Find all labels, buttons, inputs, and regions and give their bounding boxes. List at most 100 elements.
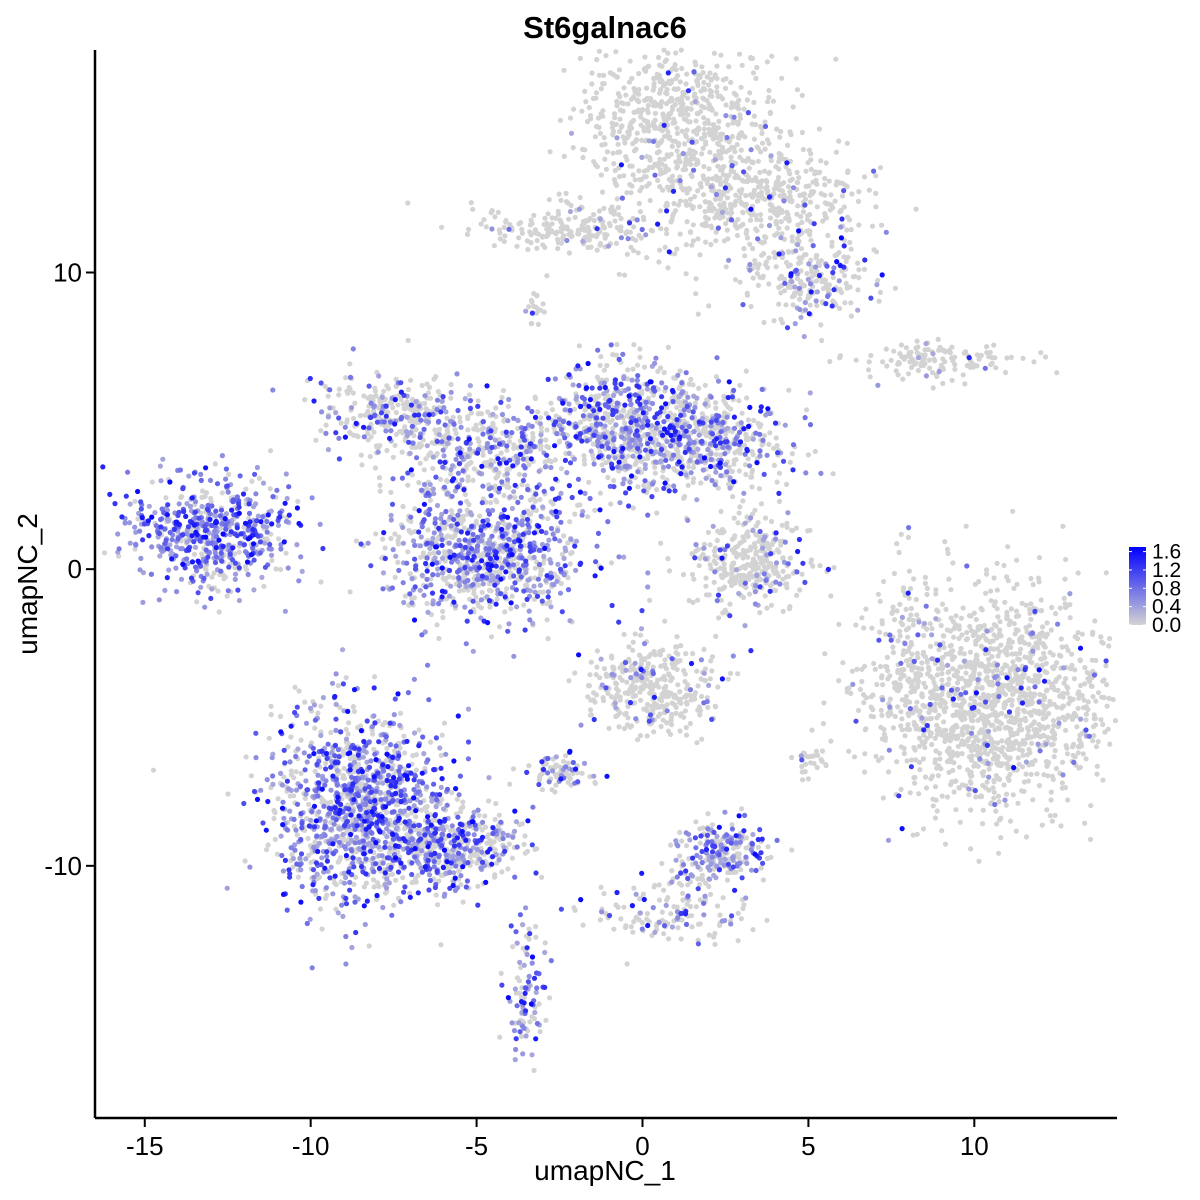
cell-point bbox=[736, 195, 743, 201]
cell-point bbox=[879, 712, 885, 718]
cell-point bbox=[766, 255, 772, 261]
cell-point bbox=[654, 487, 660, 493]
cell-point bbox=[416, 480, 422, 486]
cell-point bbox=[1007, 667, 1013, 673]
cell-point bbox=[502, 233, 508, 239]
cell-point bbox=[848, 246, 854, 252]
cell-point bbox=[1032, 673, 1038, 679]
cell-point bbox=[822, 200, 828, 206]
cell-point bbox=[1058, 823, 1064, 829]
cell-point bbox=[859, 678, 865, 685]
cell-point bbox=[440, 614, 446, 621]
cell-point bbox=[823, 215, 830, 221]
cell-point bbox=[980, 782, 986, 789]
cell-point bbox=[787, 604, 793, 610]
cell-point bbox=[749, 484, 755, 490]
cell-point bbox=[972, 698, 978, 705]
cell-point bbox=[603, 166, 610, 172]
cell-point bbox=[872, 666, 878, 672]
cell-point bbox=[1008, 354, 1014, 360]
cell-point bbox=[451, 575, 457, 581]
cell-point bbox=[989, 712, 995, 718]
cell-point bbox=[732, 149, 738, 155]
cell-point bbox=[970, 675, 976, 681]
cell-point bbox=[701, 192, 707, 198]
cell-point bbox=[555, 245, 561, 252]
cell-point bbox=[913, 206, 919, 212]
cell-point bbox=[796, 175, 802, 181]
cell-point bbox=[940, 664, 946, 670]
cell-point bbox=[910, 622, 917, 628]
cell-point bbox=[405, 337, 411, 344]
cell-point bbox=[659, 161, 665, 167]
cell-point bbox=[475, 398, 481, 404]
cell-point bbox=[532, 396, 539, 402]
cell-point bbox=[1006, 718, 1012, 725]
cell-point bbox=[936, 647, 942, 653]
cell-point bbox=[757, 169, 763, 175]
cell-point bbox=[593, 95, 599, 101]
cell-point bbox=[701, 115, 707, 121]
cell-point bbox=[609, 417, 615, 423]
cell-point bbox=[1095, 690, 1102, 696]
cell-point bbox=[927, 621, 933, 627]
cell-point bbox=[726, 139, 732, 145]
cell-point bbox=[567, 115, 574, 121]
cell-point bbox=[975, 763, 981, 769]
cell-point bbox=[715, 163, 721, 169]
cell-point bbox=[970, 632, 976, 639]
cell-point bbox=[641, 125, 647, 131]
cell-point bbox=[856, 267, 862, 273]
cell-point bbox=[761, 251, 767, 257]
cell-point bbox=[1044, 704, 1050, 710]
cell-point bbox=[707, 542, 713, 548]
cell-point bbox=[603, 53, 609, 59]
cell-point bbox=[934, 607, 940, 613]
cell-point bbox=[1062, 576, 1068, 582]
cell-point bbox=[628, 120, 634, 126]
cell-point bbox=[738, 147, 744, 153]
cell-point bbox=[624, 157, 630, 163]
cell-point bbox=[964, 363, 970, 369]
cell-point bbox=[572, 511, 578, 517]
cell-point bbox=[411, 595, 417, 601]
cell-point bbox=[671, 86, 677, 92]
cell-point bbox=[566, 216, 572, 222]
cell-point bbox=[479, 589, 485, 595]
cell-point bbox=[405, 482, 411, 488]
cell-point bbox=[405, 200, 411, 206]
cell-point bbox=[683, 156, 689, 162]
cell-point bbox=[885, 668, 891, 674]
cell-point bbox=[945, 550, 951, 557]
cell-point bbox=[1065, 797, 1071, 803]
cell-point bbox=[681, 141, 688, 147]
cell-point bbox=[857, 686, 864, 693]
cell-point bbox=[577, 194, 583, 201]
cell-point bbox=[1058, 653, 1064, 659]
cell-point bbox=[1028, 690, 1034, 697]
cell-point bbox=[653, 75, 659, 81]
cell-point bbox=[766, 562, 773, 568]
cell-point bbox=[1080, 751, 1086, 757]
cell-point bbox=[701, 126, 708, 132]
cell-point bbox=[707, 104, 714, 110]
cell-point bbox=[926, 709, 932, 716]
cell-point bbox=[483, 224, 489, 230]
cell-point bbox=[665, 153, 672, 159]
cell-point bbox=[1006, 682, 1012, 688]
cell-point bbox=[1050, 776, 1056, 783]
cell-point bbox=[828, 593, 834, 599]
cell-point bbox=[621, 85, 627, 91]
cell-point bbox=[940, 380, 946, 386]
cell-point bbox=[1006, 725, 1012, 731]
cell-point bbox=[545, 516, 551, 522]
cell-point bbox=[915, 708, 921, 714]
cell-point bbox=[666, 568, 673, 574]
cell-point bbox=[630, 141, 636, 147]
cell-point bbox=[1044, 620, 1050, 626]
cell-point bbox=[978, 715, 984, 721]
cell-point bbox=[693, 161, 699, 167]
cell-point bbox=[527, 229, 533, 235]
cell-point bbox=[1030, 797, 1036, 803]
cell-point bbox=[724, 227, 730, 233]
